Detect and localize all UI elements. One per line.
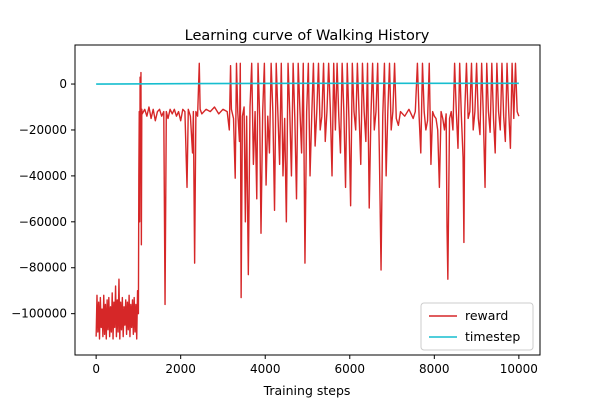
y-tick-label: −100000 (11, 307, 67, 321)
x-tick-label: 2000 (165, 362, 196, 376)
x-tick-label: 4000 (250, 362, 281, 376)
y-tick-label: −20000 (19, 123, 67, 137)
plot-area (95, 62, 520, 340)
x-tick-label: 6000 (334, 362, 365, 376)
axes: 0 2000 4000 6000 8000 10000 0 −20000 −40000 −6000… (11, 44, 541, 376)
legend: reward timestep (420, 302, 534, 351)
x-axis-label: Training steps (263, 383, 351, 398)
series-group (95, 62, 520, 340)
x-tick-label: 0 (92, 362, 100, 376)
y-tick-label: 0 (59, 77, 67, 91)
legend-label-reward: reward (465, 308, 508, 323)
legend-label-timestep: timestep (465, 329, 520, 344)
y-tick-label: −40000 (19, 169, 67, 183)
x-tick-label: 10000 (500, 362, 538, 376)
legend-frame (420, 302, 534, 351)
x-tick-label: 8000 (419, 362, 450, 376)
series-line-timestep (96, 82, 519, 85)
y-tick-label: −60000 (19, 215, 67, 229)
plot-frame (74, 44, 541, 356)
chart-title: Learning curve of Walking History (185, 28, 430, 44)
series-line-reward (95, 62, 520, 340)
y-tick-label: −80000 (19, 261, 67, 275)
